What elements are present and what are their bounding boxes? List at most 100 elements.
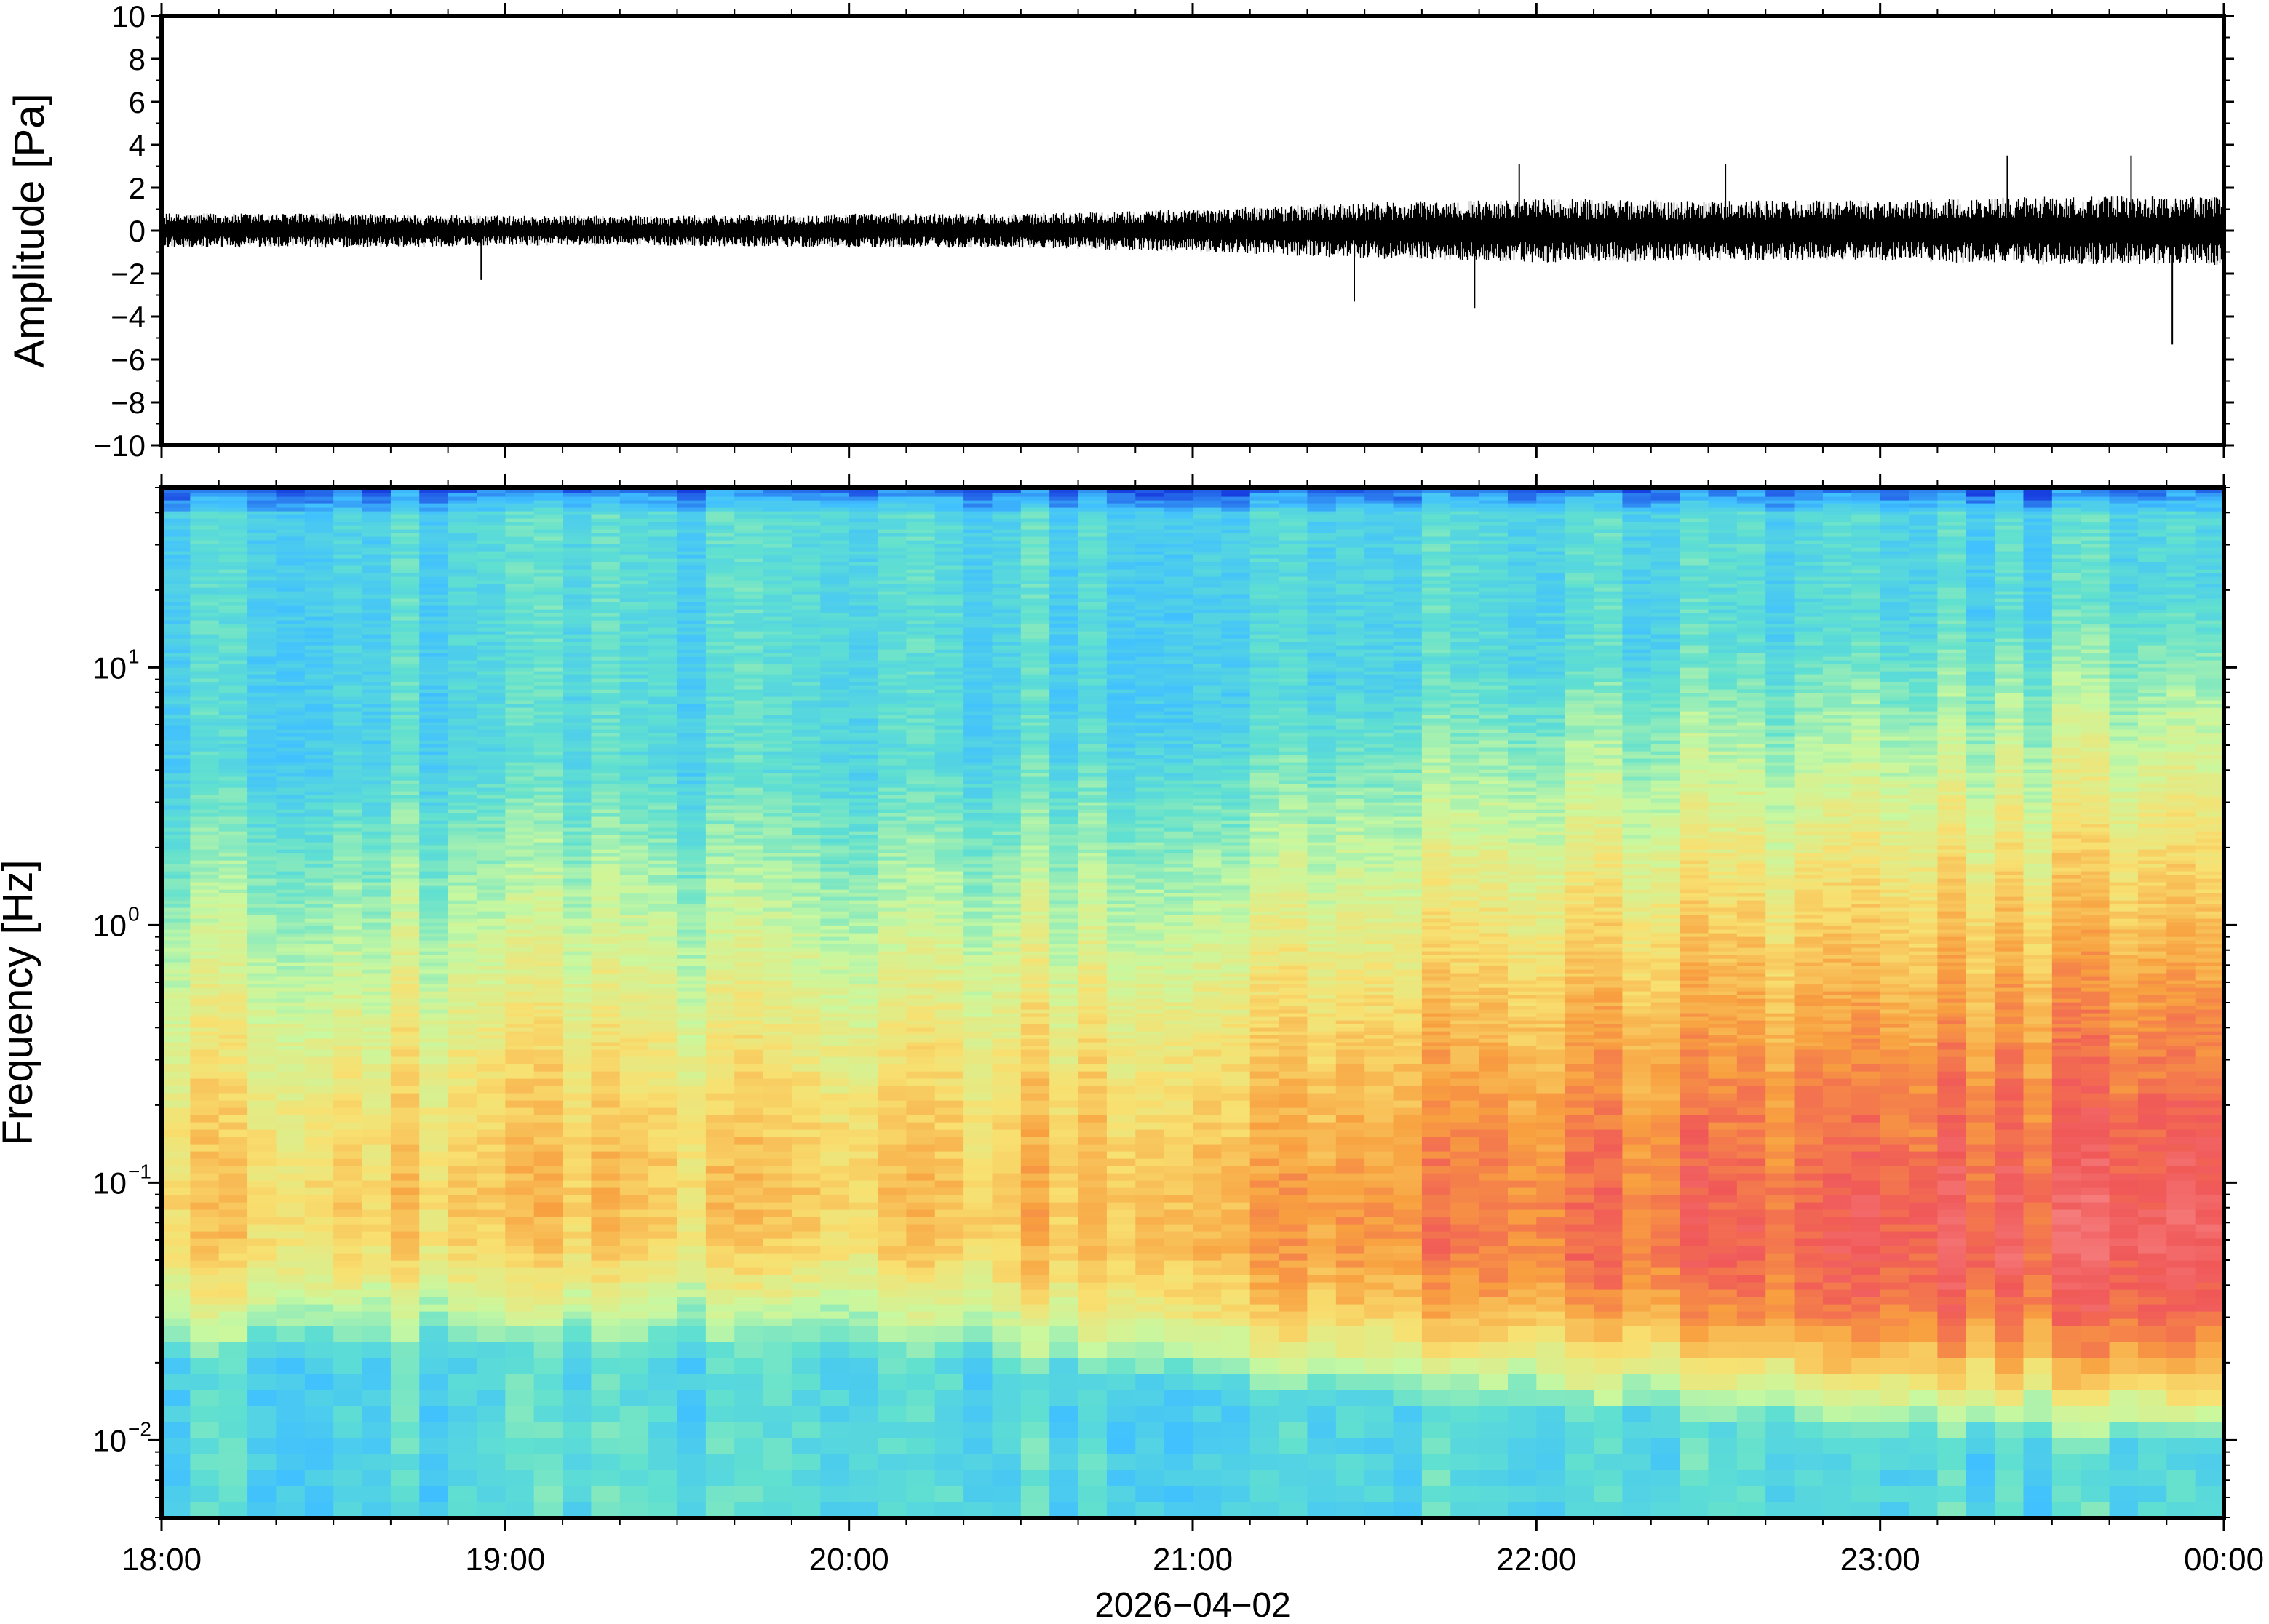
spectrogram-cell bbox=[505, 1342, 534, 1358]
spectrogram-cell bbox=[333, 889, 362, 893]
spectrogram-cell bbox=[276, 1002, 305, 1006]
spectrogram-cell bbox=[763, 1326, 792, 1342]
spectrogram-cell bbox=[162, 1071, 191, 1079]
spectrogram-cell bbox=[391, 718, 420, 723]
spectrogram-cell bbox=[734, 503, 763, 508]
spectrogram-cell bbox=[219, 580, 248, 584]
spectrogram-cell bbox=[534, 1454, 563, 1470]
spectrogram-cell bbox=[620, 860, 649, 864]
spectrogram-cell bbox=[734, 787, 763, 792]
spectrogram-cell bbox=[448, 584, 477, 588]
spectrogram-cell bbox=[305, 671, 334, 675]
spectrogram-cell bbox=[419, 620, 448, 624]
spectrogram-cell bbox=[677, 995, 707, 999]
spectrogram-cell bbox=[734, 918, 763, 923]
spectrogram-cell bbox=[162, 1035, 191, 1039]
spectrogram-cell bbox=[820, 904, 849, 908]
spectrogram-cell bbox=[247, 878, 277, 883]
spectrogram-cell bbox=[820, 889, 849, 893]
spectrogram-cell bbox=[305, 762, 334, 766]
spectrogram-cell bbox=[763, 1042, 792, 1046]
spectrogram-cell bbox=[276, 929, 305, 934]
spectrogram-cell bbox=[591, 711, 620, 715]
waveform-y-tick-label-8: 6 bbox=[129, 85, 146, 119]
spectrogram-cell bbox=[219, 1049, 248, 1057]
spectrogram-cell bbox=[305, 529, 334, 533]
spectrogram-cell bbox=[792, 1078, 821, 1086]
spectrogram-cell bbox=[448, 573, 477, 577]
spectrogram-cell bbox=[734, 631, 763, 635]
spectrogram-cell bbox=[448, 889, 477, 893]
spectrogram-cell bbox=[419, 973, 448, 977]
spectrogram-cell bbox=[477, 693, 506, 697]
spectrogram-cell bbox=[763, 984, 792, 988]
spectrogram-cell bbox=[477, 751, 506, 755]
spectrogram-cell bbox=[505, 1231, 534, 1239]
spectrogram-cell bbox=[391, 620, 420, 624]
spectrogram-cell bbox=[563, 616, 592, 621]
spectrogram-cell bbox=[162, 671, 191, 675]
spectrogram-cell bbox=[505, 940, 534, 944]
spectrogram-cell bbox=[477, 955, 506, 959]
spectrogram-cell bbox=[820, 1289, 849, 1297]
spectrogram-cell bbox=[677, 831, 707, 835]
spectrogram-cell bbox=[305, 1035, 334, 1039]
spectrogram-cell bbox=[505, 911, 534, 915]
spectrogram-cell bbox=[419, 1173, 448, 1181]
spectrogram-cell bbox=[448, 805, 477, 810]
spectrogram-cell bbox=[792, 725, 821, 730]
spectrogram-cell bbox=[391, 1002, 420, 1006]
spectrogram-cell bbox=[162, 645, 191, 650]
spectrogram-cell bbox=[333, 816, 362, 821]
spectrogram-cell bbox=[391, 998, 420, 1003]
spectrogram-cell bbox=[734, 1006, 763, 1010]
spectrogram-cell bbox=[333, 795, 362, 799]
spectrogram-cell bbox=[219, 933, 248, 937]
spectrogram-cell bbox=[534, 1342, 563, 1358]
spectrogram-cell bbox=[305, 558, 334, 562]
spectrogram-cell bbox=[448, 1217, 477, 1225]
spectrogram-cell bbox=[591, 838, 620, 843]
spectrogram-cell bbox=[648, 1100, 677, 1108]
spectrogram-cell bbox=[734, 1267, 763, 1275]
spectrogram-cell bbox=[190, 875, 219, 879]
spectrogram-cell bbox=[563, 1470, 592, 1486]
spectrogram-cell bbox=[706, 653, 735, 657]
spectrogram-cell bbox=[190, 1046, 219, 1050]
spectrogram-cell bbox=[534, 642, 563, 646]
spectrogram-cell bbox=[448, 787, 477, 792]
spectrogram-cell bbox=[763, 554, 792, 559]
spectrogram-cell bbox=[362, 769, 392, 773]
spectrogram-cell bbox=[391, 842, 420, 846]
spectrogram-cell bbox=[763, 918, 792, 923]
spectrogram-cell bbox=[763, 580, 792, 584]
spectrogram-cell bbox=[276, 900, 305, 904]
spectrogram-cell bbox=[448, 966, 477, 970]
spectrogram-cell bbox=[734, 1016, 763, 1021]
spectrogram-cell bbox=[162, 689, 191, 693]
spectrogram-cell bbox=[333, 733, 362, 737]
spectrogram-cell bbox=[247, 544, 277, 548]
spectrogram-cell bbox=[362, 776, 392, 781]
spectrogram-cell bbox=[648, 576, 677, 581]
spectrogram-cell bbox=[333, 700, 362, 704]
spectrogram-cell bbox=[706, 667, 735, 672]
spectrogram-cell bbox=[190, 882, 219, 886]
spectrogram-cell bbox=[792, 689, 821, 693]
spectrogram-cell bbox=[820, 856, 849, 861]
spectrogram-cell bbox=[448, 704, 477, 708]
spectrogram-cell bbox=[820, 1311, 849, 1319]
spectrogram-cell bbox=[276, 569, 305, 573]
spectrogram-cell bbox=[362, 533, 392, 537]
spectrogram-cell bbox=[563, 569, 592, 573]
spectrogram-cell bbox=[162, 856, 191, 861]
spectrogram-cell bbox=[219, 773, 248, 777]
spectrogram-cell bbox=[648, 693, 677, 697]
spectrogram-cell bbox=[505, 1129, 534, 1137]
spectrogram-cell bbox=[648, 551, 677, 555]
spectrogram-cell bbox=[333, 715, 362, 719]
spectrogram-cell bbox=[305, 969, 334, 974]
spectrogram-cell bbox=[477, 576, 506, 581]
spectrogram-cell bbox=[190, 969, 219, 974]
spectrogram-cell bbox=[820, 842, 849, 846]
